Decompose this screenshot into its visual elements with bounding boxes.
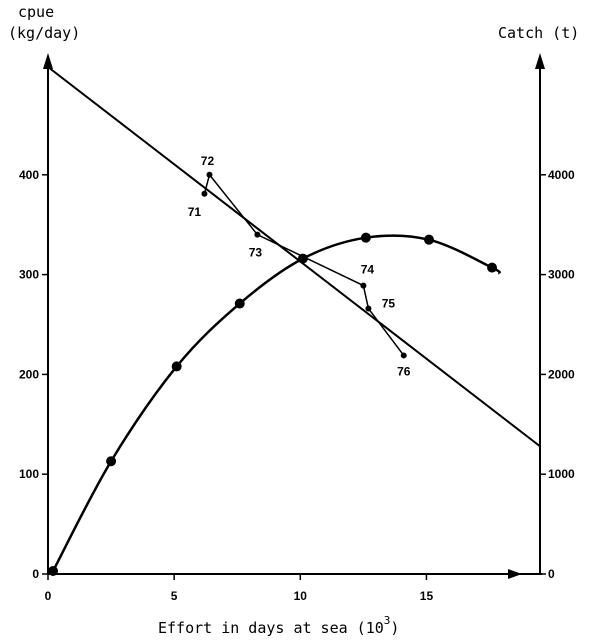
cpue-year-point [360, 282, 367, 289]
x-axis-label-main: Effort in days at sea (10 [158, 619, 384, 637]
y-left-tick-label: 100 [19, 467, 39, 481]
catch-point [487, 262, 498, 273]
x-axis-label-exponent: 3 [384, 614, 391, 627]
cpue-year-label: 75 [382, 297, 396, 311]
y-right-arrow [535, 53, 545, 69]
y-left-tick-label: 0 [32, 567, 39, 581]
y-left-tick-label: 300 [19, 268, 39, 282]
cpue-year-point [365, 305, 372, 312]
catch-point [106, 456, 117, 467]
y-left-tick-label: 200 [19, 367, 39, 381]
cpue-year-point [201, 190, 208, 197]
y-left-label-line2: (kg/day) [8, 24, 80, 42]
catch-curve [51, 234, 502, 572]
cpue-year-label: 74 [361, 263, 375, 277]
axis-labels: cpue (kg/day) Catch (t) Effort in days a… [8, 3, 579, 637]
y-right-tick-label: 4000 [548, 168, 575, 182]
cpue-annual-path [203, 173, 405, 356]
y-left-tick-label: 400 [19, 168, 39, 182]
catch-point [297, 253, 308, 264]
y-left-arrow [43, 53, 53, 69]
x-axis-label-close: ) [390, 619, 399, 637]
y-right-tick-label: 2000 [548, 367, 575, 381]
catch-point [171, 361, 182, 372]
x-tick-label: 15 [420, 589, 434, 603]
x-tick-label: 10 [294, 589, 308, 603]
catch-point [234, 298, 245, 309]
catch-point [360, 232, 371, 243]
cpue-regression-line [47, 66, 541, 448]
x-tick-label: 0 [45, 589, 52, 603]
catch-point [423, 234, 434, 245]
x-tick-label: 5 [171, 589, 178, 603]
cpue-year-point [400, 352, 407, 359]
cpue-year-label: 71 [188, 205, 202, 219]
y-right-tick-label: 1000 [548, 467, 575, 481]
x-axis-label: Effort in days at sea (103) [158, 614, 399, 637]
y-right-tick-label: 0 [548, 567, 555, 581]
x-axis-arrow [508, 569, 522, 579]
y-left-label-line1: cpue [18, 3, 54, 21]
y-right-tick-label: 3000 [548, 268, 575, 282]
catch-point [48, 566, 59, 577]
cpue-year-point [206, 171, 213, 178]
series: 71 72 73 74 75 76 [47, 66, 541, 577]
axes [43, 53, 545, 579]
cpue-year-label: 73 [249, 246, 263, 260]
cpue-year-label: 76 [397, 364, 411, 378]
cpue-year-point [254, 231, 261, 238]
y-right-label: Catch (t) [498, 24, 579, 42]
cpue-year-label: 72 [201, 154, 215, 168]
